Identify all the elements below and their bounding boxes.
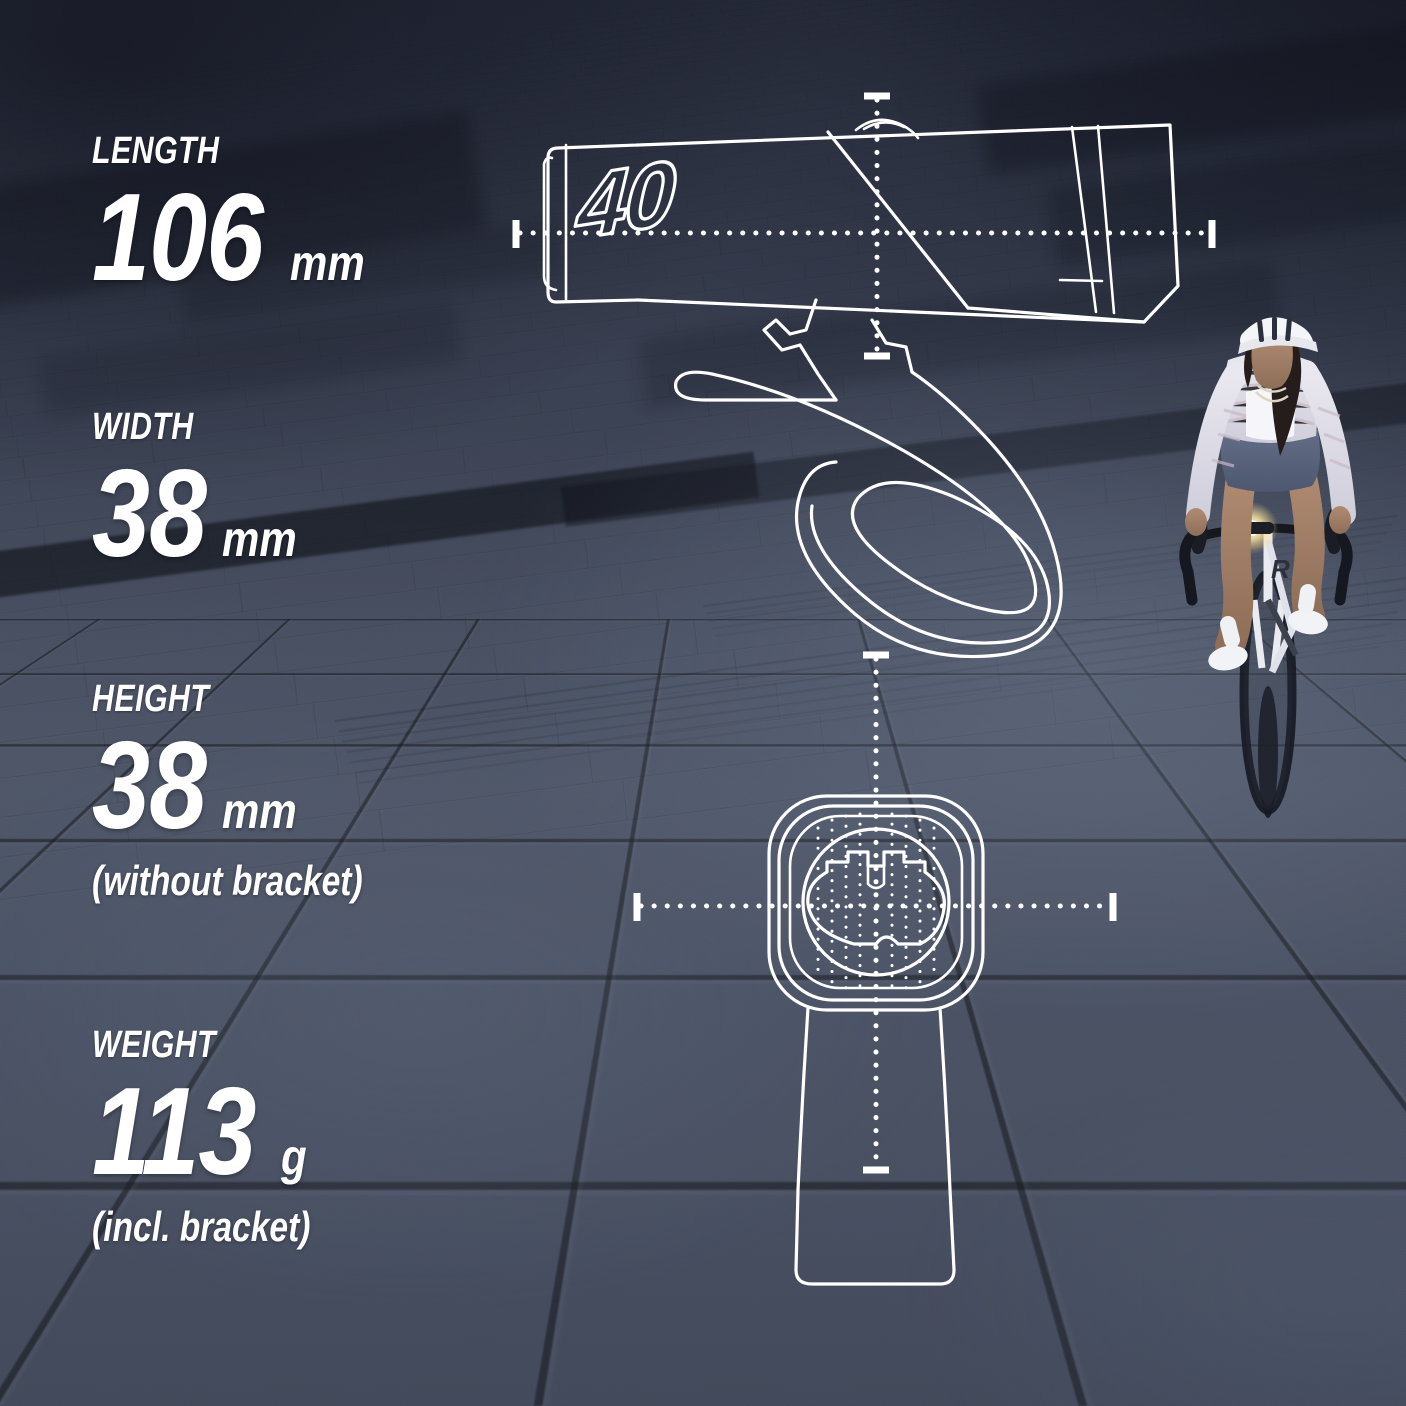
spec-width: WIDTH 38 mm bbox=[92, 408, 311, 576]
spec-weight: WEIGHT 113 g (incl. bracket) bbox=[92, 1026, 365, 1248]
spec-width-label: WIDTH bbox=[92, 406, 194, 448]
spec-width-value: 38 bbox=[92, 445, 207, 583]
spec-height: HEIGHT 38 mm (without bracket) bbox=[92, 680, 430, 902]
spec-weight-note: (incl. bracket) bbox=[92, 1203, 311, 1250]
svg-text:R: R bbox=[1271, 554, 1290, 584]
spec-width-value-row: 38 mm bbox=[92, 452, 311, 576]
spec-weight-value: 113 bbox=[92, 1063, 256, 1201]
spec-width-unit: mm bbox=[221, 511, 297, 567]
spec-weight-unit: g bbox=[280, 1129, 307, 1185]
spec-height-value-row: 38 mm bbox=[92, 724, 430, 848]
spec-length-value-row: 106 mm bbox=[92, 176, 379, 300]
spec-length-unit: mm bbox=[289, 235, 365, 291]
spec-length-value: 106 bbox=[92, 169, 264, 307]
spec-weight-value-row: 113 g bbox=[92, 1070, 365, 1194]
spec-height-value: 38 bbox=[92, 717, 207, 855]
cyclist-photo: R bbox=[1150, 300, 1400, 820]
spec-weight-label: WEIGHT bbox=[92, 1024, 216, 1066]
spec-length-label: LENGTH bbox=[92, 130, 220, 172]
spec-height-label: HEIGHT bbox=[92, 678, 210, 720]
spec-length: LENGTH 106 mm bbox=[92, 132, 379, 300]
specification-list: LENGTH 106 mm WIDTH 38 mm HEIGHT 38 mm (… bbox=[0, 0, 520, 1406]
spec-height-unit: mm bbox=[221, 783, 297, 839]
spec-height-note: (without bracket) bbox=[92, 857, 363, 904]
